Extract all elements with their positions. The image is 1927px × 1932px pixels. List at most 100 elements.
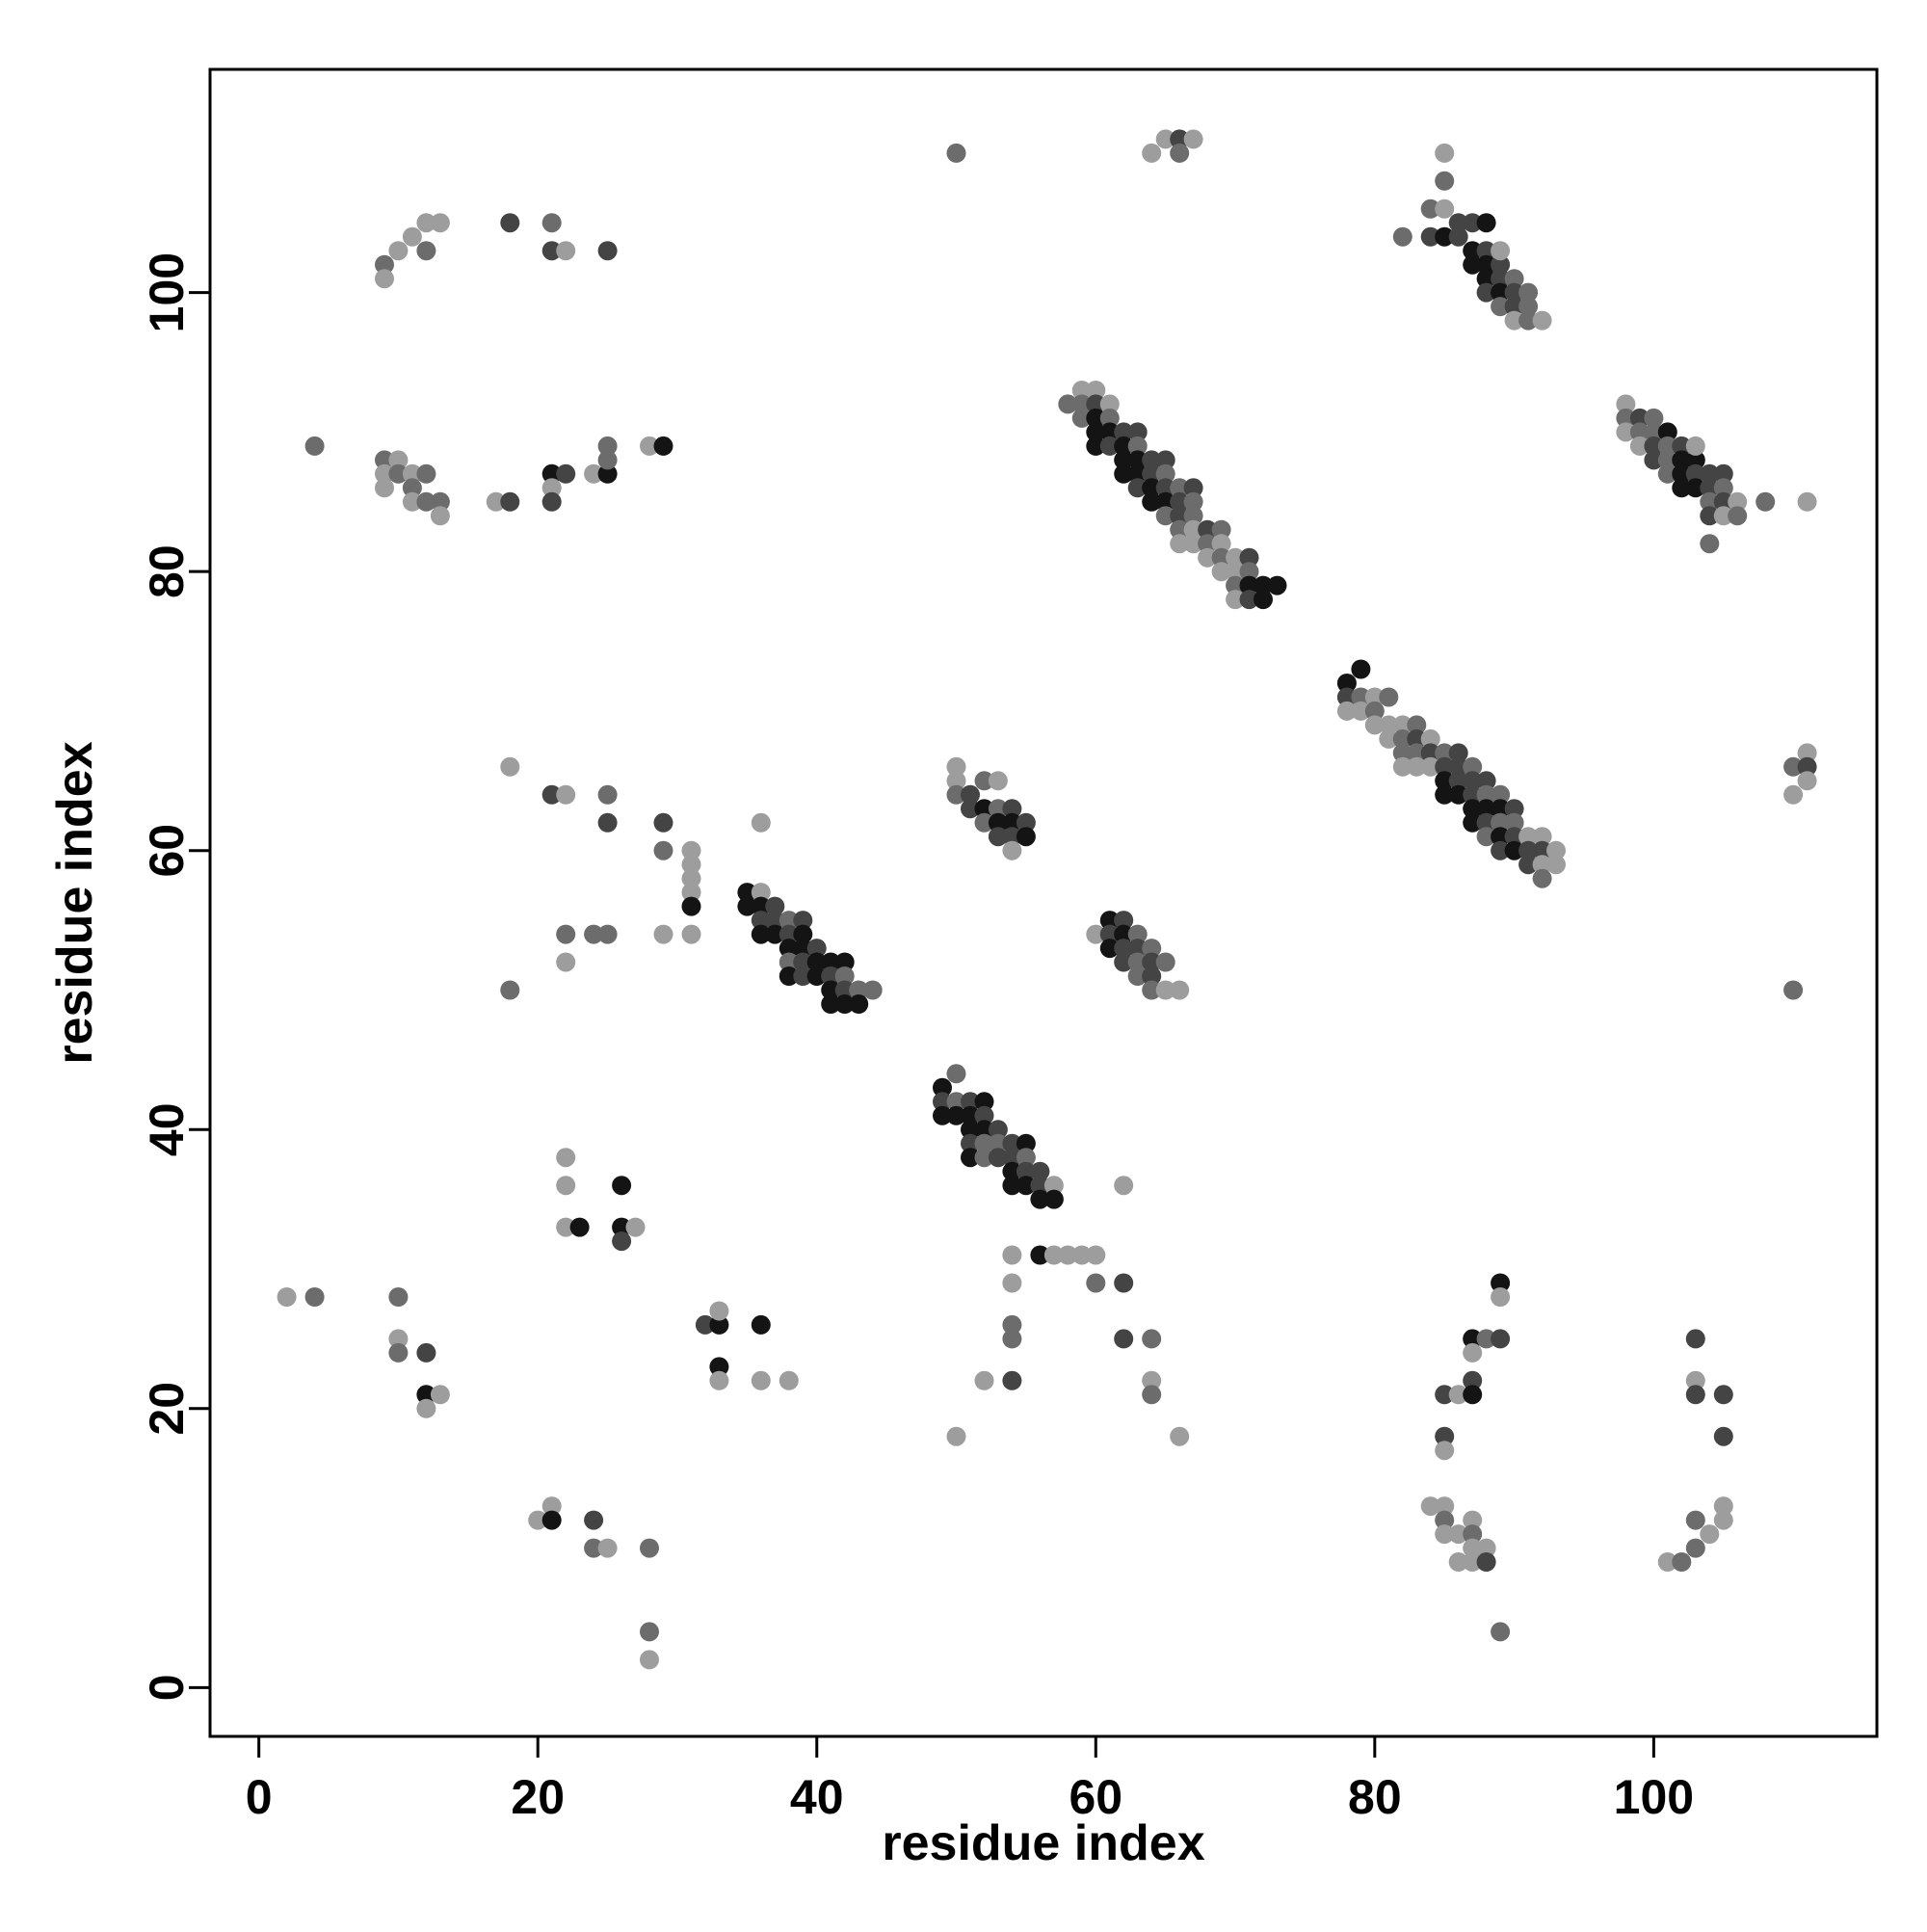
data-point xyxy=(1211,519,1231,540)
data-point xyxy=(1114,450,1134,470)
data-point xyxy=(1336,701,1357,721)
data-point xyxy=(556,1217,576,1237)
data-point xyxy=(653,812,673,833)
data-point xyxy=(946,1092,966,1112)
data-point xyxy=(1226,575,1246,595)
data-point xyxy=(1685,436,1705,456)
data-point xyxy=(1030,1161,1050,1181)
data-point xyxy=(681,840,701,860)
data-point xyxy=(1463,1538,1483,1558)
data-point xyxy=(1657,422,1677,442)
data-point xyxy=(1086,924,1106,944)
data-point xyxy=(1491,827,1511,847)
data-point xyxy=(556,952,576,972)
data-point xyxy=(765,911,785,931)
data-point xyxy=(1016,812,1036,833)
data-point xyxy=(1086,422,1106,442)
data-point xyxy=(1016,1133,1036,1153)
data-point xyxy=(430,506,450,526)
data-point xyxy=(1476,282,1496,303)
data-point xyxy=(1407,728,1427,749)
data-point xyxy=(1002,1329,1022,1349)
data-point xyxy=(430,213,450,233)
data-point xyxy=(1532,855,1552,875)
data-point xyxy=(1476,1552,1496,1572)
data-point xyxy=(1685,463,1705,484)
data-point xyxy=(1728,506,1748,526)
data-point xyxy=(1211,562,1231,582)
data-point xyxy=(1016,1176,1036,1196)
data-point xyxy=(1448,771,1468,791)
data-point xyxy=(1491,282,1511,303)
data-point xyxy=(1336,687,1357,707)
data-point xyxy=(1099,408,1120,428)
data-point xyxy=(1463,1524,1483,1545)
data-point xyxy=(1155,491,1175,512)
data-point xyxy=(1043,1176,1064,1196)
data-point xyxy=(597,463,618,484)
data-point xyxy=(375,478,394,498)
data-point xyxy=(1616,394,1636,414)
data-point xyxy=(1114,463,1134,484)
data-point xyxy=(640,1622,659,1642)
data-point xyxy=(1239,575,1259,595)
data-point xyxy=(1672,1552,1692,1572)
data-point xyxy=(1198,534,1218,554)
data-point xyxy=(500,980,520,1000)
data-point xyxy=(1142,491,1162,512)
data-point xyxy=(1198,519,1218,540)
data-point xyxy=(1448,226,1468,247)
data-point xyxy=(1518,827,1539,847)
data-point xyxy=(974,812,994,833)
data-point xyxy=(1114,422,1134,442)
data-point xyxy=(1086,394,1106,414)
data-point xyxy=(1713,478,1733,498)
data-point xyxy=(779,966,799,986)
data-point xyxy=(1672,436,1692,456)
data-point xyxy=(1211,547,1231,568)
data-point xyxy=(1254,575,1273,595)
data-point xyxy=(1351,701,1371,721)
data-point xyxy=(779,952,799,972)
data-point xyxy=(1170,519,1190,540)
data-point xyxy=(1476,269,1496,289)
y-tick-label: 100 xyxy=(140,252,194,332)
data-point xyxy=(1239,590,1259,610)
data-point xyxy=(1142,939,1162,959)
data-point xyxy=(737,896,757,916)
data-point xyxy=(961,1148,980,1168)
data-point xyxy=(1476,771,1496,791)
data-point xyxy=(1379,687,1399,707)
data-point xyxy=(1155,952,1175,972)
data-point xyxy=(1379,728,1399,749)
data-point xyxy=(584,1538,604,1558)
data-point xyxy=(1183,491,1203,512)
data-point xyxy=(1043,1189,1064,1209)
data-point xyxy=(1657,1552,1677,1572)
y-tick-label: 40 xyxy=(140,1102,194,1156)
data-point xyxy=(1336,674,1357,693)
data-point xyxy=(1364,701,1385,721)
data-point xyxy=(1435,1496,1455,1517)
data-point xyxy=(765,924,785,944)
data-point xyxy=(1351,659,1371,679)
data-point xyxy=(653,436,673,456)
data-point xyxy=(1142,1370,1162,1390)
data-point xyxy=(1127,450,1148,470)
x-axis: 0 20 40 60 80 100 xyxy=(246,1734,1694,1824)
data-point xyxy=(974,799,994,819)
data-point xyxy=(430,491,450,512)
x-tick-label: 0 xyxy=(246,1770,273,1824)
data-point xyxy=(1504,840,1524,860)
data-point xyxy=(1518,297,1539,317)
y-tick-label: 0 xyxy=(140,1674,194,1701)
data-point xyxy=(1491,784,1511,805)
data-point xyxy=(1448,1385,1468,1405)
data-point xyxy=(430,1385,450,1405)
data-point xyxy=(1002,840,1022,860)
data-point xyxy=(1099,911,1120,931)
data-point xyxy=(541,213,562,233)
data-point xyxy=(1504,812,1524,833)
data-point xyxy=(1504,269,1524,289)
data-point xyxy=(1086,408,1106,428)
